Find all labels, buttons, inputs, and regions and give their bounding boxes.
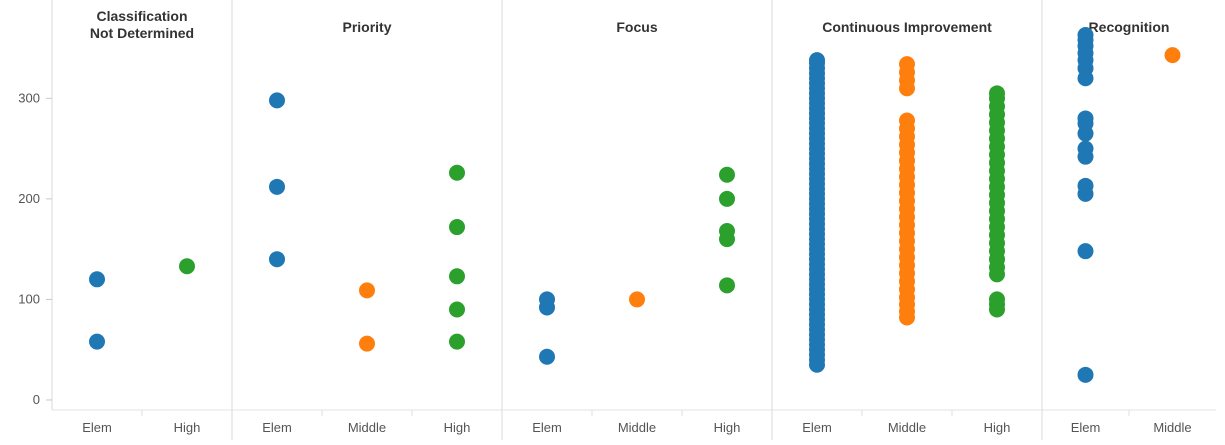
category-label: Elem — [1071, 420, 1101, 435]
data-point — [1077, 140, 1094, 157]
category-label: Elem — [802, 420, 832, 435]
data-point — [1077, 243, 1094, 260]
data-point — [269, 178, 285, 195]
category-label: High — [174, 420, 201, 435]
category-label: Elem — [262, 420, 292, 435]
data-point — [629, 291, 645, 308]
data-point — [719, 166, 735, 183]
data-point — [269, 92, 285, 109]
data-point — [1164, 47, 1181, 64]
y-tick-label: 100 — [18, 291, 40, 306]
data-point — [449, 268, 465, 285]
category-label: High — [444, 420, 471, 435]
panel-title: Classification Not Determined — [90, 8, 194, 41]
data-point — [359, 335, 375, 352]
category-label: Middle — [1153, 420, 1191, 435]
panel-title: Focus — [616, 19, 657, 35]
data-point — [359, 282, 375, 299]
data-point — [809, 52, 825, 69]
data-point — [449, 333, 465, 350]
data-point — [719, 223, 735, 240]
data-point — [89, 333, 105, 350]
data-point — [449, 164, 465, 181]
data-point — [449, 219, 465, 236]
panel-title: Continuous Improvement — [822, 19, 992, 35]
data-point — [539, 291, 555, 308]
data-point — [719, 190, 735, 207]
data-point — [1077, 366, 1094, 383]
category-label: High — [984, 420, 1011, 435]
data-point — [899, 56, 915, 73]
data-point — [719, 277, 735, 294]
data-point — [89, 271, 105, 288]
data-point — [1077, 27, 1094, 44]
y-tick-label: 0 — [33, 392, 40, 407]
y-tick-label: 200 — [18, 191, 40, 206]
data-point — [1077, 177, 1094, 194]
data-point — [269, 251, 285, 268]
category-label: Middle — [888, 420, 926, 435]
data-point — [449, 301, 465, 318]
data-point — [989, 291, 1005, 308]
panel-title: Recognition — [1089, 19, 1170, 35]
y-tick-label: 300 — [18, 90, 40, 105]
data-point — [899, 112, 915, 129]
category-label: High — [714, 420, 741, 435]
data-point — [1077, 110, 1094, 127]
category-label: Middle — [348, 420, 386, 435]
data-point — [539, 348, 555, 365]
data-point — [179, 258, 195, 275]
panel-title: Priority — [342, 19, 391, 35]
category-label: Middle — [618, 420, 656, 435]
category-label: Elem — [82, 420, 112, 435]
category-label: Elem — [532, 420, 562, 435]
data-point — [989, 85, 1005, 102]
